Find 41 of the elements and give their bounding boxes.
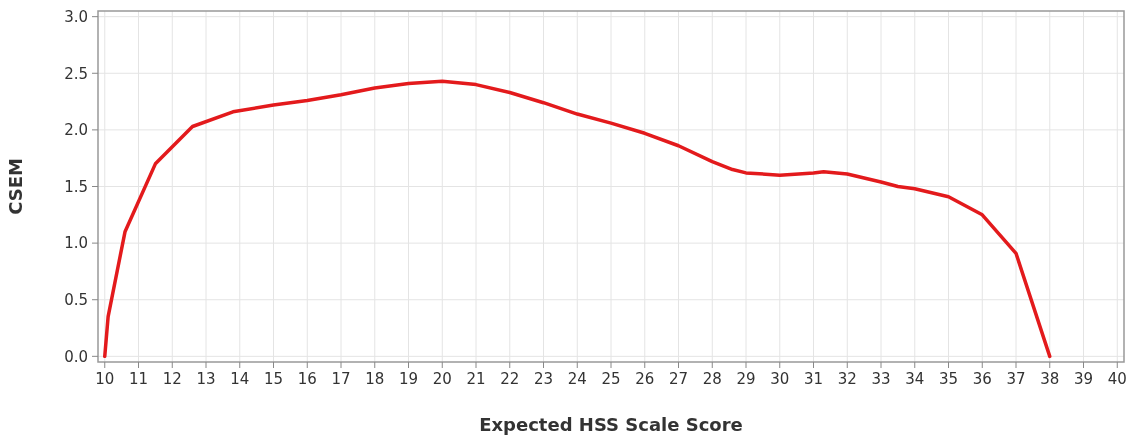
x-tick-label: 18 [365, 370, 385, 388]
x-tick-label: 29 [736, 370, 756, 388]
x-tick-label: 28 [702, 370, 722, 388]
x-tick-label: 35 [938, 370, 959, 388]
x-tick-label: 11 [128, 370, 149, 388]
x-tick-label: 14 [230, 370, 250, 388]
x-tick-label: 16 [297, 370, 317, 388]
x-tick-label: 24 [567, 370, 587, 388]
x-tick-label: 27 [668, 370, 689, 388]
y-axis-title: CSEM [5, 158, 26, 215]
x-tick-label: 39 [1073, 370, 1094, 388]
line-series [103, 79, 1052, 359]
y-tick-label: 2.5 [64, 64, 88, 83]
x-axis-title: Expected HSS Scale Score [479, 414, 743, 435]
x-tick-label: 33 [871, 370, 891, 388]
x-tick-label: 30 [770, 370, 790, 388]
x-tick-label: 12 [162, 370, 182, 388]
x-tick-label: 36 [972, 370, 992, 388]
x-tick-label: 37 [1006, 370, 1026, 388]
x-tick-label: 23 [533, 370, 554, 388]
x-tick-label: 10 [95, 370, 115, 388]
x-tick-label: 21 [466, 370, 486, 388]
x-tick-label: 25 [601, 370, 621, 388]
x-tick-label: 17 [331, 370, 351, 388]
x-tick-label: 31 [803, 370, 824, 388]
y-tick-label: 1.0 [64, 234, 88, 253]
x-tick-label: 19 [398, 370, 419, 388]
x-tick-label: 13 [196, 370, 216, 388]
y-tick-label: 1.5 [64, 177, 88, 196]
y-tick-label: 2.0 [64, 121, 88, 140]
x-tick-label: 32 [837, 370, 857, 388]
x-tick-label: 26 [635, 370, 655, 388]
y-tick-label: 0.5 [64, 290, 88, 309]
x-tick-label: 22 [500, 370, 520, 388]
x-tick-label: 34 [905, 370, 925, 388]
x-tick-label: 40 [1107, 370, 1127, 388]
y-tick-label: 0.0 [64, 347, 88, 366]
y-tick-label: 3.0 [64, 7, 88, 26]
x-tick-label: 20 [432, 370, 452, 388]
x-tick-label: 38 [1040, 370, 1060, 388]
x-tick-label: 15 [263, 370, 284, 388]
